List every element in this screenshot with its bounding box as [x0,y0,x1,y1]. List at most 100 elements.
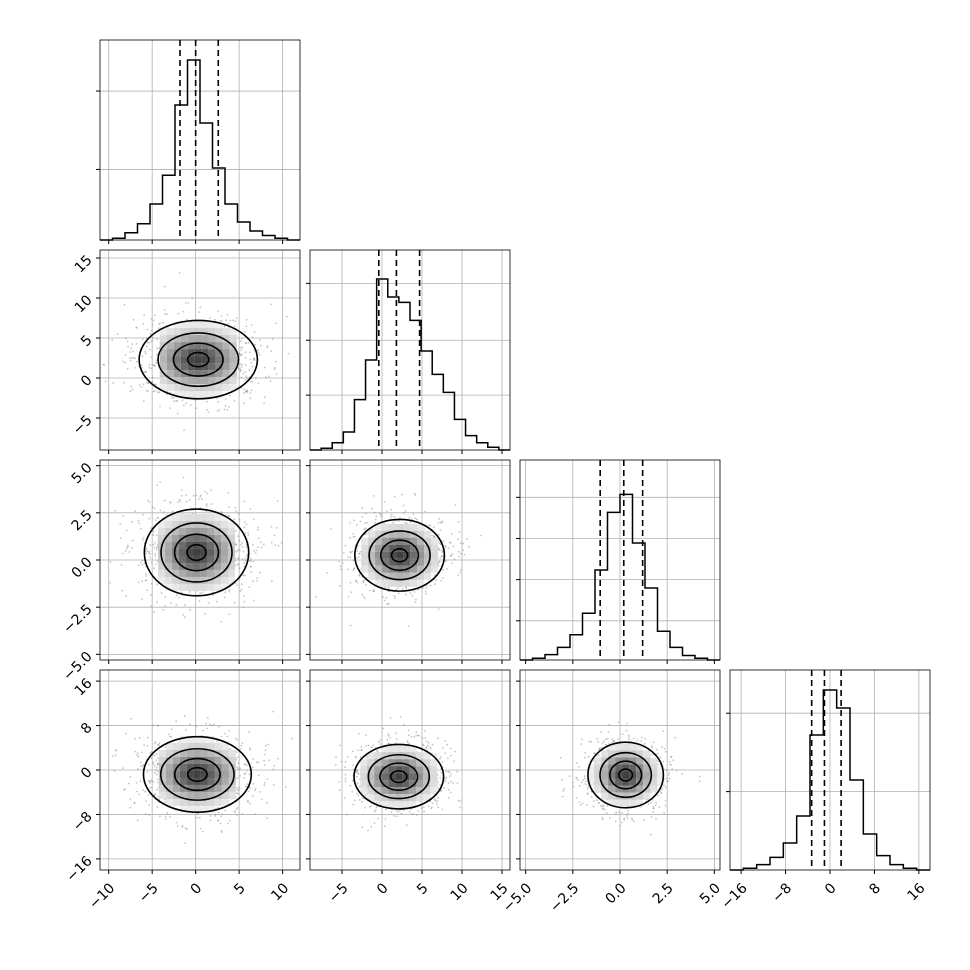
density-cell [165,513,173,521]
density-cell [194,342,202,350]
scatter-point [235,808,238,811]
density-cell [179,798,187,806]
density-cell [361,558,369,566]
scatter-point [141,338,144,340]
scatter-point [460,542,462,545]
scatter-point [141,563,144,566]
scatter-point [387,742,390,745]
scatter-point [449,555,452,557]
contour-panel-3-0 [96,669,301,874]
scatter-point [134,367,136,369]
density-cell [193,791,201,799]
density-cell [180,384,188,392]
panel-frame [99,39,301,241]
scatter-point [109,561,112,563]
density-cell [229,349,237,357]
scatter-point [268,759,270,762]
scatter-point [137,564,140,566]
scatter-point [184,715,186,718]
scatter-point [480,534,482,537]
scatter-point [270,303,273,306]
density-cell [208,384,216,392]
scatter-point [424,590,427,593]
scatter-point [349,581,352,584]
density-cell [221,534,229,542]
scatter-point [240,349,243,352]
scatter-point [344,780,347,782]
scatter-point [144,790,147,793]
scatter-point [176,825,179,827]
scatter-point [390,811,393,814]
contour-level-1 [157,332,240,388]
scatter-point [146,589,149,592]
scatter-point [444,544,447,547]
scatter-point [220,831,223,833]
scatter-point [154,314,156,317]
scatter-point [353,519,356,522]
density-cell [179,569,187,577]
scatter-point [255,549,258,552]
density-cell [228,576,236,584]
scatter-point [356,550,359,552]
density-cell [158,562,166,570]
scatter-point [185,402,188,405]
scatter-point [235,792,238,795]
scatter-point [412,513,415,515]
scatter-point [237,512,240,515]
density-cell [187,328,195,336]
scatter-point [243,574,246,577]
scatter-point [205,505,208,507]
density-cell [361,544,369,552]
scatter-point [262,543,265,546]
scatter-point [129,806,132,809]
scatter-point [411,594,414,597]
scatter-point [220,815,222,818]
scatter-point [240,376,243,379]
contour-panel-2-0 [96,459,301,664]
scatter-point [407,729,410,732]
density-cell [201,335,209,343]
scatter-point [340,760,343,763]
density-cell [208,335,216,343]
scatter-point [169,407,172,409]
scatter-point [147,793,150,796]
density-cell [201,370,209,378]
scatter-point [245,342,248,345]
scatter-point [156,353,159,356]
scatter-point [195,494,198,497]
scatter-point [151,324,154,327]
scatter-point [185,729,187,731]
density-cell [207,798,215,806]
scatter-point [456,770,458,773]
density-cell [186,534,194,542]
density-cell [180,356,188,364]
density-cell [403,579,411,587]
scatter-point [439,529,442,531]
scatter-point [346,813,348,816]
scatter-point [437,806,440,809]
density-cell [215,335,223,343]
scatter-point [363,528,365,530]
scatter-point [329,528,332,530]
scatter-point [263,396,266,399]
scatter-point [119,537,122,539]
scatter-point [249,508,252,510]
density-cell [208,328,216,336]
density-cell [396,537,404,545]
scatter-point [447,757,449,760]
scatter-point [375,515,378,518]
scatter-point [138,793,141,796]
scatter-point [149,782,152,784]
density-cell [215,363,223,371]
scatter-point [399,809,401,812]
scatter-point [239,544,242,546]
scatter-point [448,775,451,778]
scatter-point [113,770,116,772]
scatter-point [460,568,463,571]
scatter-point [263,781,266,784]
scatter-point [210,503,213,505]
density-cell [201,384,209,392]
density-cell [431,551,439,559]
scatter-point [364,522,367,524]
scatter-point [338,781,341,783]
